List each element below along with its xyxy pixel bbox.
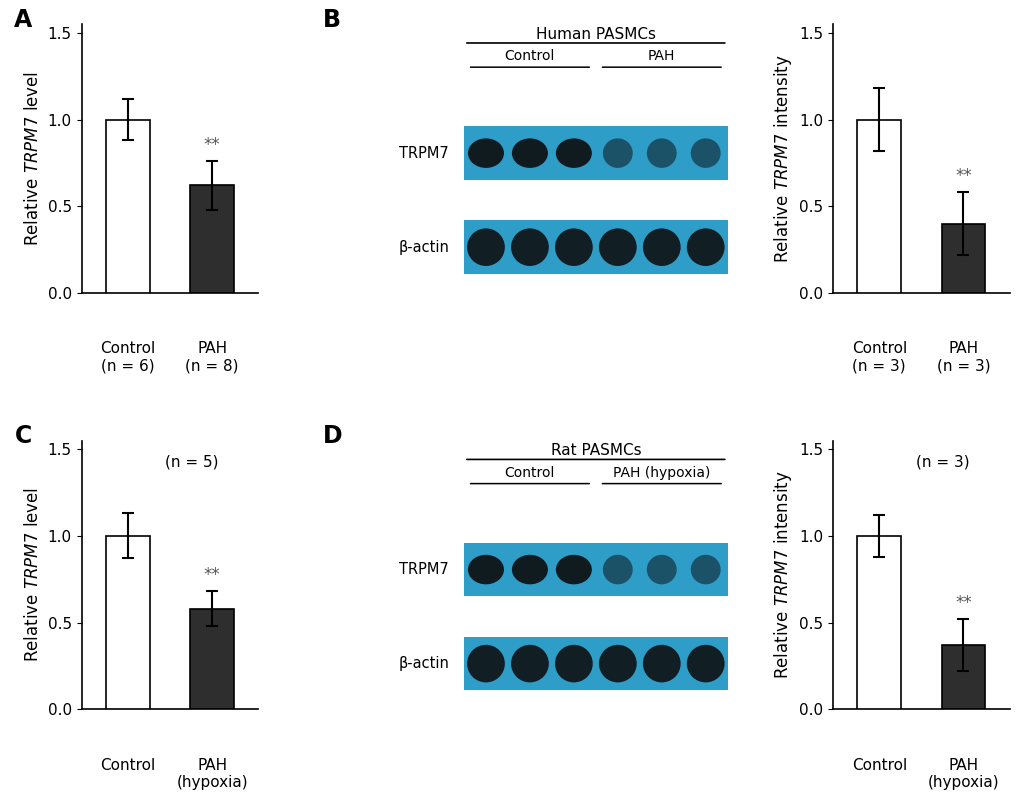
Bar <box>941 645 984 709</box>
Bar <box>191 609 233 709</box>
Text: (n = 3): (n = 3) <box>915 454 968 469</box>
Text: Control: Control <box>851 758 906 773</box>
Text: **: ** <box>204 136 220 154</box>
Text: Control: Control <box>100 758 155 773</box>
Ellipse shape <box>511 645 548 683</box>
Text: C: C <box>14 425 32 448</box>
Text: (n = 5): (n = 5) <box>164 454 218 469</box>
Text: D: D <box>323 425 342 448</box>
Text: **: ** <box>954 168 971 185</box>
Text: A: A <box>14 8 33 32</box>
Ellipse shape <box>642 645 680 683</box>
Text: Control
(n = 3): Control (n = 3) <box>851 341 906 374</box>
Text: PAH
(hypoxia): PAH (hypoxia) <box>926 758 999 790</box>
Ellipse shape <box>686 645 723 683</box>
Text: TRPM7: TRPM7 <box>399 146 448 160</box>
Text: PAH (hypoxia): PAH (hypoxia) <box>612 466 710 480</box>
Ellipse shape <box>511 228 548 266</box>
Ellipse shape <box>554 645 592 683</box>
Y-axis label: Relative $\it{TRPM7}$ level: Relative $\it{TRPM7}$ level <box>24 71 42 246</box>
Bar <box>464 637 727 691</box>
Ellipse shape <box>512 139 547 168</box>
Bar <box>106 536 150 709</box>
Ellipse shape <box>598 228 636 266</box>
Ellipse shape <box>686 228 723 266</box>
Ellipse shape <box>555 139 591 168</box>
Text: β-actin: β-actin <box>397 656 448 671</box>
Y-axis label: Relative $\it{TRPM7}$ intensity: Relative $\it{TRPM7}$ intensity <box>770 471 793 679</box>
Ellipse shape <box>602 139 632 168</box>
Text: PAH
(hypoxia): PAH (hypoxia) <box>176 758 248 790</box>
Text: Rat PASMCs: Rat PASMCs <box>550 443 641 459</box>
Ellipse shape <box>690 139 720 168</box>
Y-axis label: Relative $\it{TRPM7}$ intensity: Relative $\it{TRPM7}$ intensity <box>770 54 793 263</box>
Ellipse shape <box>468 555 503 584</box>
Bar <box>464 220 727 274</box>
Text: B: B <box>323 8 340 32</box>
Ellipse shape <box>554 228 592 266</box>
Text: PAH
(n = 3): PAH (n = 3) <box>935 341 989 374</box>
Bar <box>106 119 150 293</box>
Ellipse shape <box>646 555 676 584</box>
Ellipse shape <box>646 139 676 168</box>
Ellipse shape <box>468 139 503 168</box>
Bar <box>464 127 727 180</box>
Ellipse shape <box>555 555 591 584</box>
Y-axis label: Relative $\it{TRPM7}$ level: Relative $\it{TRPM7}$ level <box>24 488 42 663</box>
Text: Human PASMCs: Human PASMCs <box>535 27 655 42</box>
Ellipse shape <box>602 555 632 584</box>
Ellipse shape <box>512 555 547 584</box>
Ellipse shape <box>690 555 720 584</box>
Bar <box>857 536 900 709</box>
Bar <box>464 542 727 596</box>
Text: **: ** <box>954 594 971 613</box>
Text: Control: Control <box>504 49 554 63</box>
Text: PAH
(n = 8): PAH (n = 8) <box>185 341 238 374</box>
Ellipse shape <box>467 228 504 266</box>
Text: **: ** <box>204 567 220 584</box>
Text: β-actin: β-actin <box>397 239 448 255</box>
Text: Control
(n = 6): Control (n = 6) <box>100 341 155 374</box>
Text: PAH: PAH <box>647 49 675 63</box>
Bar <box>191 185 233 293</box>
Ellipse shape <box>598 645 636 683</box>
Bar <box>857 119 900 293</box>
Bar <box>941 223 984 293</box>
Text: Control: Control <box>504 466 554 480</box>
Ellipse shape <box>642 228 680 266</box>
Text: TRPM7: TRPM7 <box>399 562 448 577</box>
Ellipse shape <box>467 645 504 683</box>
